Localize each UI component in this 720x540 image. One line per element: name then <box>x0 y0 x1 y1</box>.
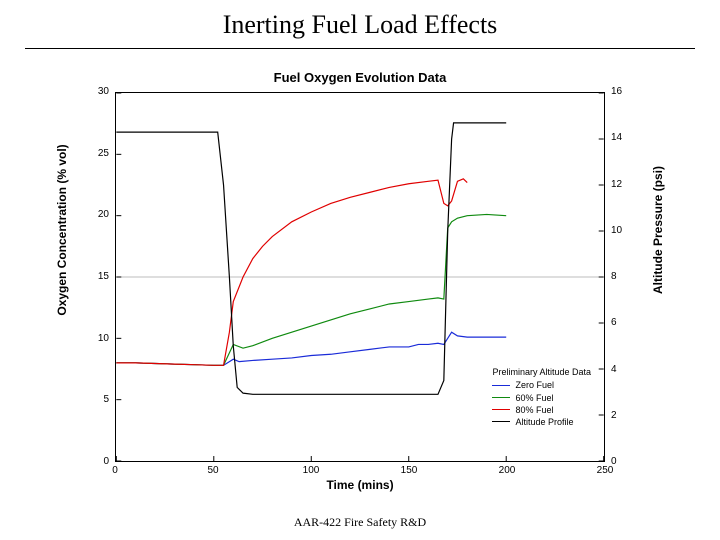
tick-label: 20 <box>98 209 109 220</box>
tick-label: 5 <box>103 394 109 405</box>
chart-title: Fuel Oxygen Evolution Data <box>0 70 720 85</box>
tick-label: 50 <box>207 465 218 476</box>
slide-title: Inerting Fuel Load Effects <box>0 10 720 40</box>
tick-label: 30 <box>98 86 109 97</box>
y-right-axis-label: Altitude Pressure (psi) <box>651 166 665 294</box>
legend-row: Altitude Profile <box>492 416 591 428</box>
legend-label: 80% Fuel <box>515 404 553 416</box>
tick-label: 15 <box>98 271 109 282</box>
title-underline <box>25 48 695 49</box>
tick-label: 0 <box>112 465 118 476</box>
tick-label: 10 <box>98 333 109 344</box>
tick-label: 100 <box>303 465 320 476</box>
tick-label: 12 <box>611 179 622 190</box>
legend-row: 80% Fuel <box>492 404 591 416</box>
legend-label: Altitude Profile <box>515 416 573 428</box>
tick-label: 4 <box>611 364 617 375</box>
legend-label: Zero Fuel <box>515 379 554 391</box>
legend-row: 60% Fuel <box>492 392 591 404</box>
tick-label: 10 <box>611 225 622 236</box>
legend-row: Zero Fuel <box>492 379 591 391</box>
legend-swatch <box>492 421 510 422</box>
tick-label: 25 <box>98 148 109 159</box>
legend-swatch <box>492 409 510 410</box>
tick-label: 0 <box>103 456 109 467</box>
slide-footer: AAR-422 Fire Safety R&D <box>0 515 720 530</box>
y-left-axis-label: Oxygen Concentration (% vol) <box>55 144 69 315</box>
chart-legend: Preliminary Altitude Data Zero Fuel60% F… <box>486 363 597 432</box>
tick-label: 150 <box>401 465 418 476</box>
x-axis-label: Time (mins) <box>0 478 720 492</box>
tick-label: 6 <box>611 317 617 328</box>
legend-swatch <box>492 397 510 398</box>
tick-label: 2 <box>611 410 617 421</box>
legend-swatch <box>492 385 510 386</box>
legend-title: Preliminary Altitude Data <box>492 367 591 377</box>
tick-label: 8 <box>611 271 617 282</box>
tick-label: 14 <box>611 132 622 143</box>
tick-label: 200 <box>499 465 516 476</box>
legend-label: 60% Fuel <box>515 392 553 404</box>
chart-plot-area: Preliminary Altitude Data Zero Fuel60% F… <box>115 92 605 462</box>
tick-label: 16 <box>611 86 622 97</box>
tick-label: 0 <box>611 456 617 467</box>
